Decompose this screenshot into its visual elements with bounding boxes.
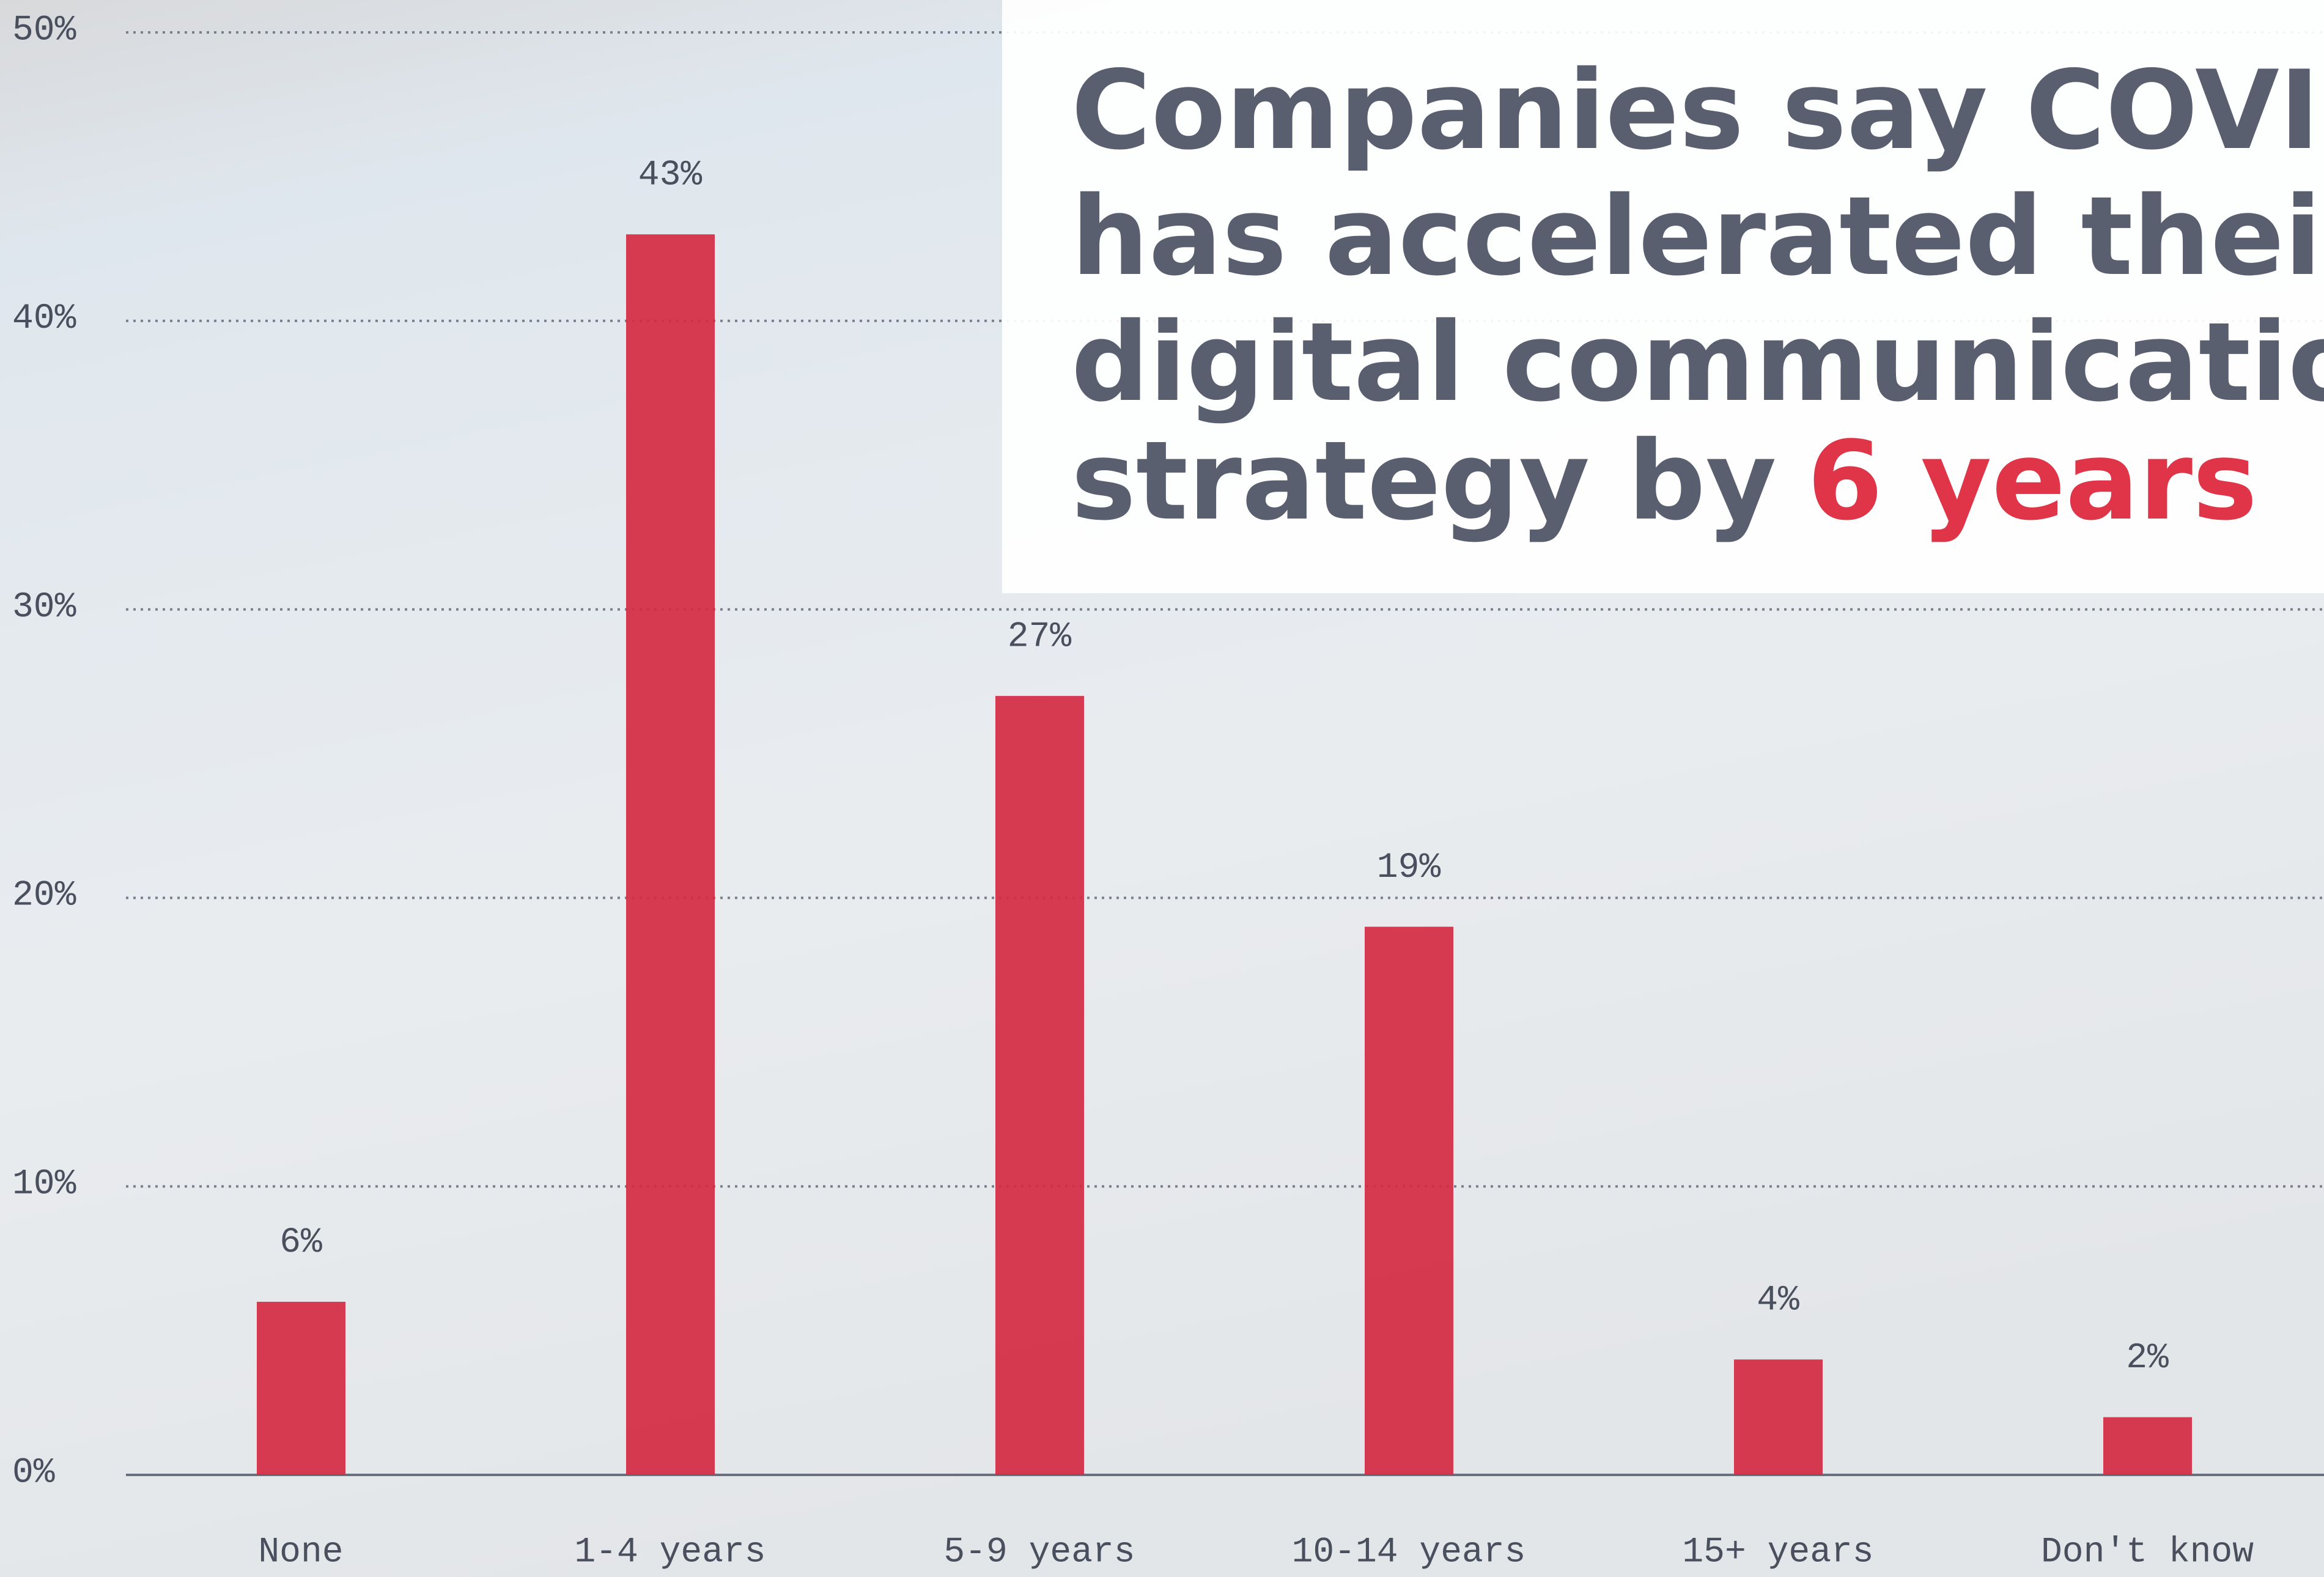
title-highlight: 6 years bbox=[1807, 418, 2257, 544]
y-tick-label: 50% bbox=[12, 10, 76, 50]
y-tick-label: 20% bbox=[12, 876, 76, 916]
title-line: strategy by 6 years bbox=[1071, 418, 2257, 544]
y-tick-label: 30% bbox=[12, 588, 76, 627]
x-tick-label: 5-9 years bbox=[943, 1532, 1135, 1572]
value-label: 4% bbox=[1757, 1281, 1799, 1321]
title-line: has accelerated their bbox=[1071, 173, 2324, 300]
title-box bbox=[1002, 0, 2324, 593]
title-line: Companies say COVID- bbox=[1071, 47, 2324, 174]
x-tick-label: None bbox=[258, 1532, 343, 1572]
bar bbox=[995, 696, 1084, 1475]
bar bbox=[257, 1301, 345, 1475]
x-tick-label: Don't know bbox=[2041, 1532, 2254, 1572]
bar bbox=[626, 234, 715, 1475]
plot-area: 0% 10% 20% 30% 40% 50% None 6% 1-4 years 43% 5-9 y… bbox=[12, 10, 2324, 1572]
x-tick-label: 10-14 years bbox=[1292, 1532, 1526, 1572]
bar bbox=[1365, 926, 1453, 1475]
y-tick-label: 10% bbox=[12, 1165, 76, 1205]
title-line: digital communication bbox=[1071, 299, 2324, 426]
bar bbox=[2103, 1417, 2192, 1475]
title-line: strategy by bbox=[1071, 418, 1777, 544]
y-tick-label: 40% bbox=[12, 299, 76, 339]
value-label: 6% bbox=[279, 1223, 322, 1263]
value-label: 43% bbox=[638, 156, 703, 196]
value-label: 2% bbox=[2126, 1339, 2169, 1378]
bar bbox=[1734, 1359, 1823, 1475]
x-tick-label: 1-4 years bbox=[574, 1532, 765, 1572]
value-label: 19% bbox=[1377, 848, 1441, 888]
y-tick-label: 0% bbox=[12, 1453, 55, 1493]
value-label: 27% bbox=[1008, 617, 1072, 657]
x-tick-label: 15+ years bbox=[1682, 1532, 1873, 1572]
